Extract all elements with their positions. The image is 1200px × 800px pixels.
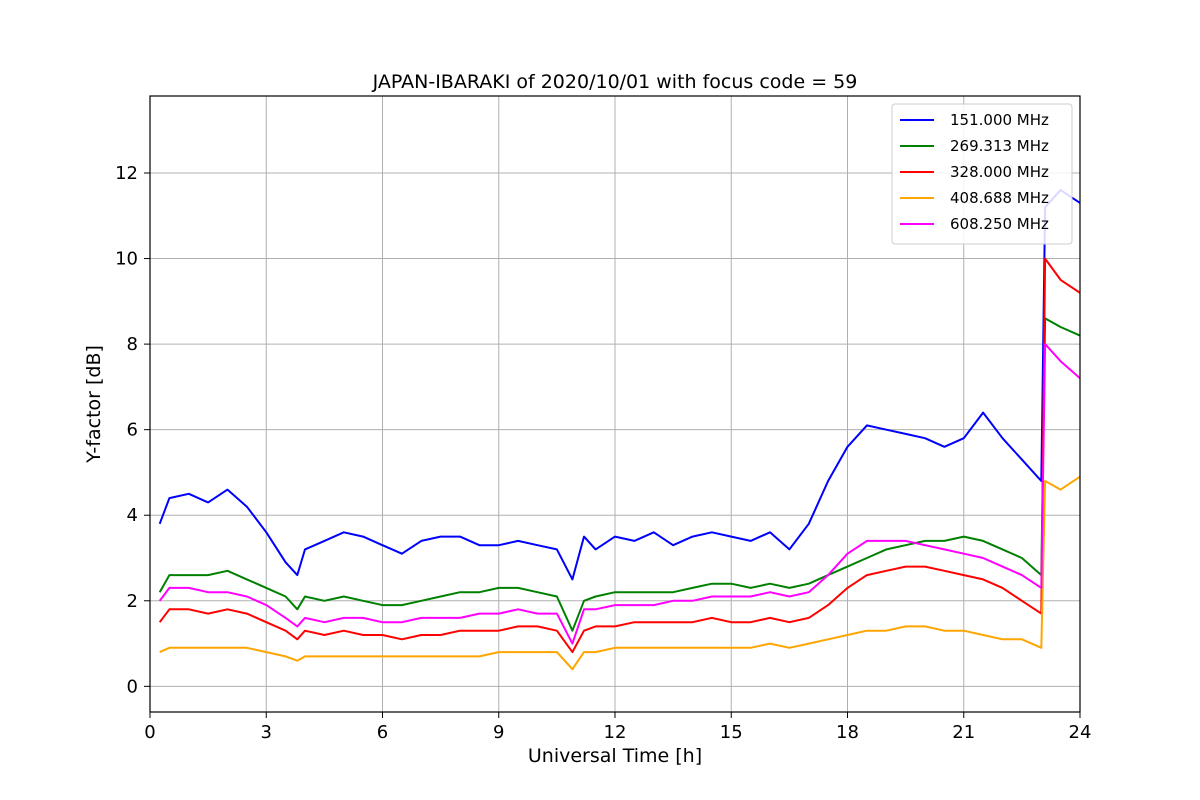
x-tick-label: 3 (261, 722, 272, 743)
x-tick-label: 12 (604, 722, 627, 743)
x-tick-label: 24 (1069, 722, 1092, 743)
x-tick-label: 18 (836, 722, 859, 743)
y-tick-label: 12 (115, 163, 138, 184)
series-lines (158, 189, 1081, 671)
x-tick-label: 9 (493, 722, 504, 743)
chart-title: JAPAN-IBARAKI of 2020/10/01 with focus c… (372, 71, 858, 93)
legend-label: 151.000 MHz (950, 111, 1049, 129)
legend-label: 408.688 MHz (950, 189, 1049, 207)
y-tick-label: 10 (115, 249, 138, 270)
y-tick-label: 4 (127, 505, 138, 526)
legend-label: 328.000 MHz (950, 163, 1049, 181)
y-tick-label: 0 (127, 676, 138, 697)
legend-label: 608.250 MHz (950, 215, 1049, 233)
series-line-1 (158, 189, 1081, 581)
y-axis-ticks: 0 2 4 6 8 10 12 (115, 163, 150, 697)
y-tick-label: 2 (127, 591, 138, 612)
legend-label: 269.313 MHz (950, 137, 1049, 155)
x-tick-label: 0 (144, 722, 155, 743)
x-tick-label: 6 (377, 722, 388, 743)
series-line-5 (158, 343, 1081, 645)
legend-box (891, 103, 1073, 245)
y-tick-label: 8 (127, 334, 138, 355)
series-line-2 (158, 317, 1081, 632)
x-tick-label: 15 (720, 722, 743, 743)
series-line-3 (158, 257, 1081, 654)
grid (149, 96, 1081, 712)
series-line-4 (159, 475, 1081, 671)
y-axis-label: Y-factor [dB] (83, 345, 105, 464)
x-tick-label: 21 (952, 722, 975, 743)
legend: 151.000 MHz 269.313 MHz 328.000 MHz 408.688… (891, 103, 1073, 245)
y-tick-label: 6 (127, 420, 138, 441)
x-axis-ticks: 0 3 6 9 12 15 18 21 24 (144, 712, 1091, 743)
x-axis-label: Universal Time [h] (528, 745, 702, 767)
